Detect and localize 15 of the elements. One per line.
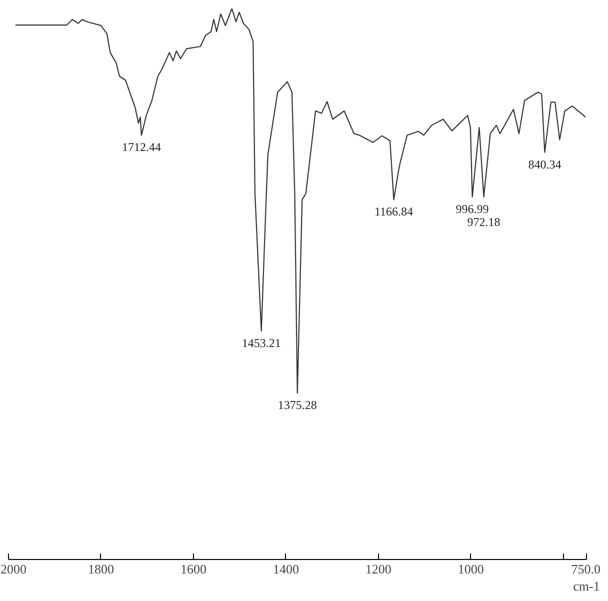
x-tick-label: 1200 xyxy=(365,562,392,576)
x-tick-label: 1600 xyxy=(180,562,206,576)
x-tick-label: 750.0 xyxy=(571,562,600,576)
annotation: 1453.21 xyxy=(242,336,281,350)
x-axis-title: cm-1 xyxy=(573,578,600,594)
annotation: 972.18 xyxy=(467,214,500,229)
x-tick-label: 2000 xyxy=(0,562,26,576)
annotation: 996.99 xyxy=(456,202,489,216)
annotation: 1375.28 xyxy=(278,398,317,412)
x-tick-label: 1400 xyxy=(272,562,299,576)
annotation: 1712.44 xyxy=(122,140,161,154)
x-tick-label: 1800 xyxy=(88,562,114,576)
annotation: 840.34 xyxy=(528,157,562,172)
annotation: 1166.84 xyxy=(374,204,414,219)
x-tick-label: 1000 xyxy=(458,562,484,576)
